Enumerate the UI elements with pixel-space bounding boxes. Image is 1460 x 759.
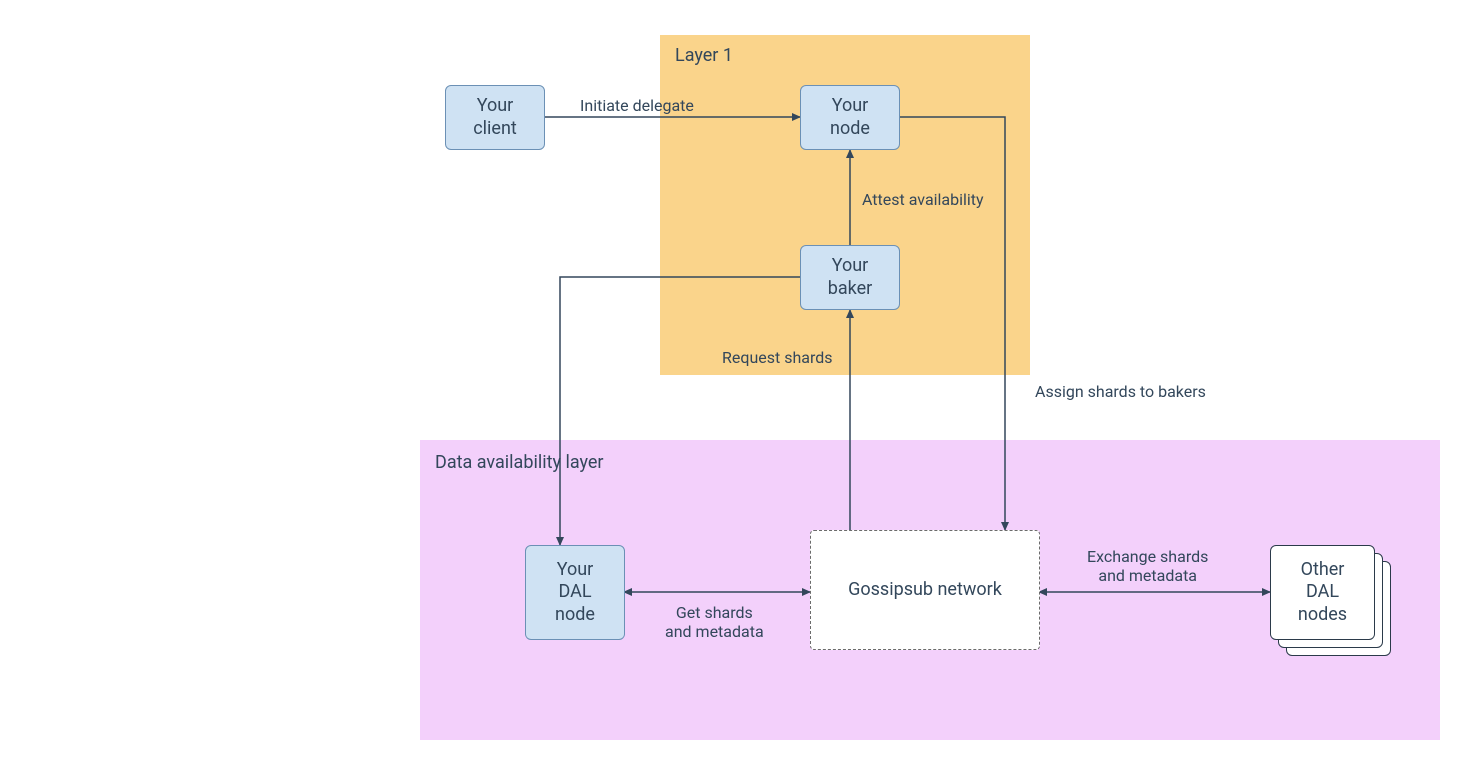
region-dal-label: Data availability layer <box>435 452 604 473</box>
node-your-client-label: Yourclient <box>473 95 517 140</box>
node-gossipsub-network: Gossipsub network <box>810 530 1040 650</box>
edge-label-request-shards: Request shards <box>722 348 833 367</box>
node-your-dal-node-label: YourDALnode <box>555 559 595 627</box>
node-your-node: Yournode <box>800 85 900 150</box>
node-your-dal-node: YourDALnode <box>525 545 625 640</box>
node-other-dal-nodes: OtherDALnodes <box>1270 545 1375 640</box>
node-your-baker-label: Yourbaker <box>828 255 873 300</box>
node-your-client: Yourclient <box>445 85 545 150</box>
edge-label-exchange-shards: Exchange shardsand metadata <box>1087 547 1208 585</box>
node-other-dal-label: OtherDALnodes <box>1298 559 1347 627</box>
node-gossipsub-label: Gossipsub network <box>848 579 1002 602</box>
diagram-canvas: Layer 1 Data availability layer Initiate… <box>0 0 1460 759</box>
edge-label-initiate-delegate: Initiate delegate <box>580 96 694 115</box>
edge-label-assign-shards: Assign shards to bakers <box>1035 382 1206 401</box>
edge-label-get-shards: Get shardsand metadata <box>665 603 764 641</box>
edge-label-attest-availability: Attest availability <box>862 190 984 209</box>
region-layer1-label: Layer 1 <box>675 45 733 66</box>
node-your-baker: Yourbaker <box>800 245 900 310</box>
node-your-node-label: Yournode <box>830 95 870 140</box>
